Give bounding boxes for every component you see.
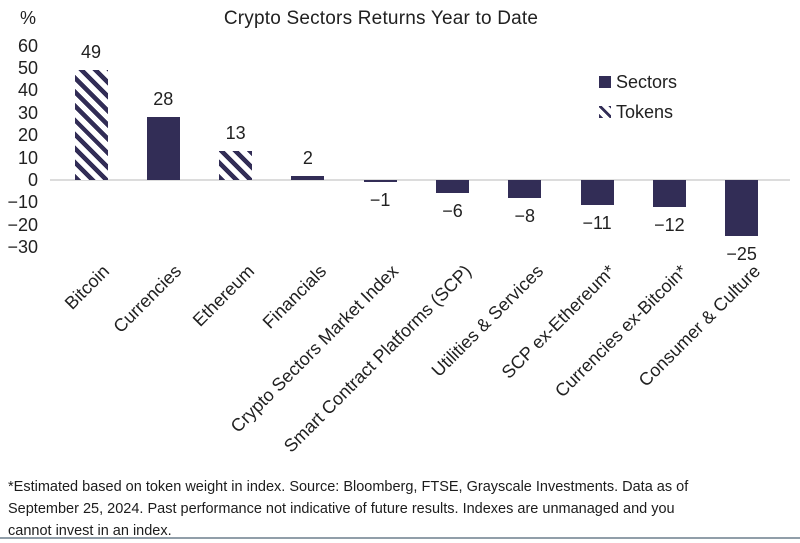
legend-item-tokens: Tokens <box>599 102 673 122</box>
bar-utilities-services <box>508 180 542 198</box>
y-tick-label-60: 60 <box>17 35 38 56</box>
bar-currencies <box>146 117 180 180</box>
y-tick-label-40: 40 <box>17 80 38 101</box>
y-axis-unit-label: % <box>19 8 36 28</box>
bar-value-label-utilities-services: −8 <box>514 205 536 226</box>
bar-crypto-sectors-market-index <box>363 180 397 183</box>
bar-ethereum <box>219 150 253 180</box>
tokens-swatch-icon <box>599 106 611 118</box>
footnote-line-1: *Estimated based on token weight in inde… <box>8 479 689 495</box>
bar-value-label-consumer-culture: −25 <box>726 244 757 264</box>
legend-label-tokens: Tokens <box>616 101 674 122</box>
bar-value-label-scp-ex-ethereum: −11 <box>582 212 612 233</box>
bar-value-label-financials: 2 <box>302 147 313 168</box>
bar-value-label-currencies-ex-bitcoin: −12 <box>654 214 685 235</box>
y-tick-label-minus30: −30 <box>7 237 38 258</box>
bar-value-label-currencies: 28 <box>153 89 174 110</box>
bottom-divider <box>0 537 800 539</box>
legend-item-sectors: Sectors <box>599 72 677 92</box>
y-tick-label-30: 30 <box>17 102 38 123</box>
y-tick-label-10: 10 <box>17 147 38 168</box>
sectors-swatch-icon <box>599 76 611 88</box>
y-tick-label-0: 0 <box>27 170 38 190</box>
footnote-line-2: September 25, 2024. Past performance not… <box>8 501 675 517</box>
footnote-line-3: cannot invest in an index. <box>8 523 172 539</box>
bar-smart-contract-platforms-scp <box>436 180 469 194</box>
bar-value-label-ethereum: 13 <box>225 122 246 143</box>
bar-value-label-crypto-sectors-market-index: −1 <box>369 190 391 211</box>
x-axis-category-label-currencies: Currencies <box>109 261 186 337</box>
bar-bitcoin <box>74 70 108 180</box>
y-tick-label-minus10: −10 <box>7 192 38 213</box>
bar-scp-ex-ethereum <box>580 180 614 205</box>
chart-title: Crypto Sectors Returns Year to Date <box>223 8 539 29</box>
y-tick-label-50: 50 <box>17 58 38 78</box>
y-tick-label-20: 20 <box>17 125 38 146</box>
y-tick-label-minus20: −20 <box>7 214 38 235</box>
legend-label-sectors: Sectors <box>616 71 678 92</box>
bar-financials <box>291 175 325 180</box>
bar-consumer-culture <box>725 180 759 236</box>
x-axis-zero-line <box>50 179 790 181</box>
bar-currencies-ex-bitcoin <box>652 180 686 207</box>
bar-value-label-smart-contract-platforms-scp: −6 <box>442 201 463 222</box>
bar-value-label-bitcoin: 49 <box>80 42 102 63</box>
